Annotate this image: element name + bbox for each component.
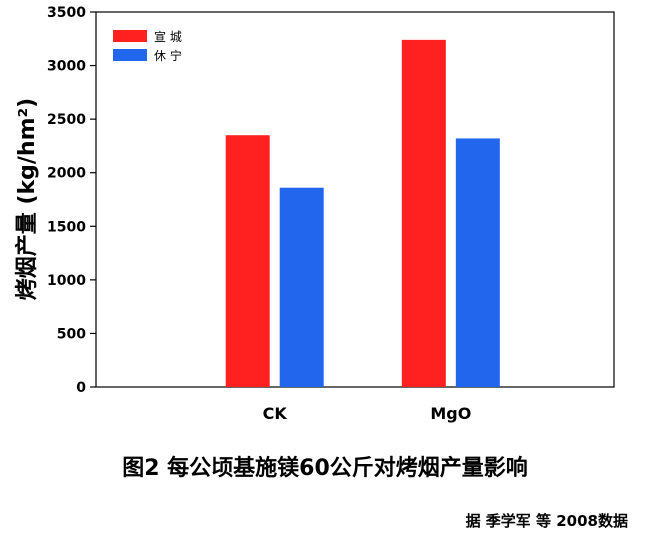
y-tick-label: 1000	[47, 273, 86, 289]
y-tick-label: 3500	[47, 5, 86, 21]
y-tick-label: 2000	[47, 166, 86, 182]
y-tick-label: 1500	[47, 219, 86, 235]
bar-ck-series-2	[279, 187, 324, 387]
y-tick-label: 500	[57, 326, 86, 342]
chart-axes	[95, 11, 615, 388]
x-axis-labels: CK MgO	[263, 404, 472, 423]
y-tick-label: 0	[76, 380, 86, 396]
bar-mgo-series-2	[455, 138, 500, 387]
chart-bars	[225, 39, 500, 387]
figure-caption: 图2 每公顷基施镁60公斤对烤烟产量影响	[122, 456, 528, 481]
bar-ck-series-1	[225, 135, 270, 387]
data-source-note: 据 季学军 等 2008数据	[465, 512, 628, 530]
legend-swatch	[113, 30, 147, 42]
legend-label: 宣 城	[154, 29, 182, 44]
legend-label: 休 宁	[154, 48, 182, 63]
legend-swatch	[113, 49, 147, 61]
y-tick-label: 3000	[47, 59, 86, 75]
y-tick-label: 2500	[47, 112, 86, 128]
y-axis-ticks: 0 500 1000 1500 2000 2500 3000 3500	[47, 5, 96, 396]
x-category-label: MgO	[430, 404, 471, 423]
bar-mgo-series-1	[401, 39, 446, 387]
chart-legend: 宣 城休 宁	[113, 29, 182, 63]
plot-frame	[95, 11, 615, 388]
x-category-label: CK	[263, 404, 288, 423]
bar-chart: 0 500 1000 1500 2000 2500 3000 3500 CK MgO 宣 城休 …	[14, 5, 615, 423]
y-axis-label: 烤烟产量 (kg/hm²)	[14, 98, 40, 300]
